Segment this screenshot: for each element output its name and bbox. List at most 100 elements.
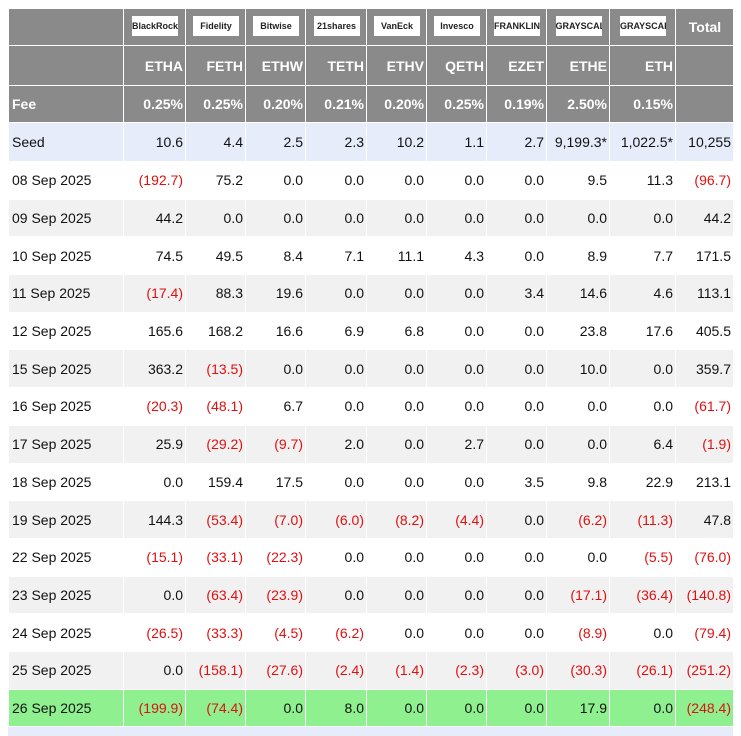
row-label: 25 Sep 2025 [8,650,124,690]
flow-cell: 359.7 [675,349,734,389]
flow-cell: (48.1) [185,387,246,426]
flow-cell: (61.7) [675,387,734,426]
flow-cell: 0.0 [305,198,367,238]
flow-cell: 19.6 [245,274,306,313]
flow-cell: 0.0 [426,311,487,351]
data-row: 10 Sep 2025 74.5 49.5 8.4 7.1 11.1 4.3 0.0 8.9 7.… [8,236,734,276]
flow-cell: 9.5 [546,161,610,200]
flow-cell: 2.7 [426,424,487,464]
flow-cell: 0.0 [305,161,367,200]
flow-cell: 0.0 [486,236,547,276]
flow-cell: (33.1) [185,537,246,577]
fee: 0.25% [123,85,186,123]
row-label: 09 Sep 2025 [8,198,124,238]
issuer-logo: Invesco [434,15,480,36]
flow-cell: 165.6 [123,311,186,351]
flow-cell: 0.0 [486,424,547,464]
flow-cell: 88.3 [185,274,246,313]
data-row: 25 Sep 2025 0.0 (158.1) (27.6) (2.4) (1.4) (2.… [8,650,734,690]
row-label: 15 Sep 2025 [8,349,124,389]
ticker: TETH [305,45,367,86]
flow-cell: 0.0 [486,537,547,577]
issuer-logo: Bitwise [253,15,299,36]
flow-cell: 171.5 [675,236,734,276]
data-row: 19 Sep 2025 144.3 (53.4) (7.0) (6.0) (8.2) (4.… [8,500,734,539]
ticker-row: ETHA FETH ETHW TETH ETHV QETH EZET ETHE ETH [8,45,734,86]
flow-cell: 0.0 [546,424,610,464]
data-row: 23 Sep 2025 0.0 (63.4) (23.9) 0.0 0.0 0.0 0.0 (1… [8,575,734,615]
corner-cell [8,8,124,46]
flow-cell: 49.5 [185,236,246,276]
flow-cell: 168.2 [185,311,246,351]
data-row: 22 Sep 2025 (15.1) (33.1) (22.3) 0.0 0.0 0.0 0.… [8,537,734,577]
logo-row: BlackRock Fidelity Bitwise 21shares VanEck In… [8,8,734,46]
logo-cell: Fidelity [185,8,246,46]
flow-cell: 213.1 [675,462,734,502]
flow-cell: (8.9) [546,613,610,652]
flow-cell: (27.6) [245,650,306,690]
flow-cell: (11.3) [609,500,676,539]
flow-cell: 0.0 [305,537,367,577]
flow-cell: 0.0 [245,688,306,728]
flow-cell: (5.5) [609,537,676,577]
flow-cell: 44.2 [123,198,186,238]
flow-cell: (158.1) [185,650,246,690]
flow-cell: (1.4) [366,650,427,690]
flow-cell: 8.0 [305,688,367,728]
flow-cell: 0.0 [486,349,547,389]
flow-cell: 0.0 [305,274,367,313]
flow-cell: 0.0 [486,198,547,238]
flow-cell: (20.3) [123,387,186,426]
flow-cell: (192.7) [123,161,186,200]
flow-cell: 4.4 [185,122,246,162]
ticker: QETH [426,45,487,86]
flow-cell: 6.9 [305,311,367,351]
ticker: FETH [185,45,246,86]
row-label: 19 Sep 2025 [8,500,124,539]
flow-cell: (13.5) [185,349,246,389]
fee: 0.20% [366,85,427,123]
flow-cell: 4.6 [609,274,676,313]
flow-cell: 0.0 [486,387,547,426]
flow-cell: 0.0 [426,688,487,728]
logo-cell: Bitwise [245,8,306,46]
flow-cell: (22.3) [245,537,306,577]
flow-cell: 0.0 [366,462,427,502]
flow-cell: 0.0 [305,387,367,426]
flow-cell: 363.2 [123,349,186,389]
fee-row: Fee 0.25% 0.25% 0.20% 0.21% 0.20% 0.25% 0.19% 2.… [8,85,734,123]
flow-cell: 22.9 [609,462,676,502]
flow-cell: (3.0) [486,650,547,690]
flow-cell: 14.6 [546,274,610,313]
corner-cell [8,45,124,86]
flow-cell: 25.9 [123,424,186,464]
flow-cell: 11.1 [366,236,427,276]
flow-cell: 0.0 [426,537,487,577]
flow-cell: (79.4) [675,613,734,652]
data-row: 12 Sep 2025 165.6 168.2 16.6 6.9 6.8 0.0 0.0 23.… [8,311,734,351]
data-row: 26 Sep 2025 (199.9) (74.4) 0.0 8.0 0.0 0.0 0.0 1… [8,688,734,728]
flow-cell: 0.0 [185,198,246,238]
flow-cell: (1.9) [675,424,734,464]
flow-cell: 0.0 [123,575,186,615]
flow-cell: (6.2) [546,500,610,539]
flow-cell: 44.2 [675,198,734,238]
issuer-logo: Fidelity [193,15,239,36]
flow-cell: 16.6 [245,311,306,351]
flow-cell: 144.3 [123,500,186,539]
flow-cell: (4.4) [426,500,487,539]
flow-cell: 0.0 [546,387,610,426]
flow-cell: 0.0 [123,462,186,502]
issuer-logo: GRAYSCALE [620,15,666,36]
flow-cell: 17.5 [245,462,306,502]
row-label: 23 Sep 2025 [8,575,124,615]
flow-cell: 0.0 [366,424,427,464]
row-label: 12 Sep 2025 [8,311,124,351]
flow-cell: 0.0 [486,575,547,615]
flow-cell: 0.0 [305,462,367,502]
flow-cell: (63.4) [185,575,246,615]
flow-cell: 1.1 [426,122,487,162]
flow-cell: (36.4) [609,575,676,615]
issuer-logo: GRAYSCALE [555,15,602,36]
flow-cell: 6.7 [245,387,306,426]
